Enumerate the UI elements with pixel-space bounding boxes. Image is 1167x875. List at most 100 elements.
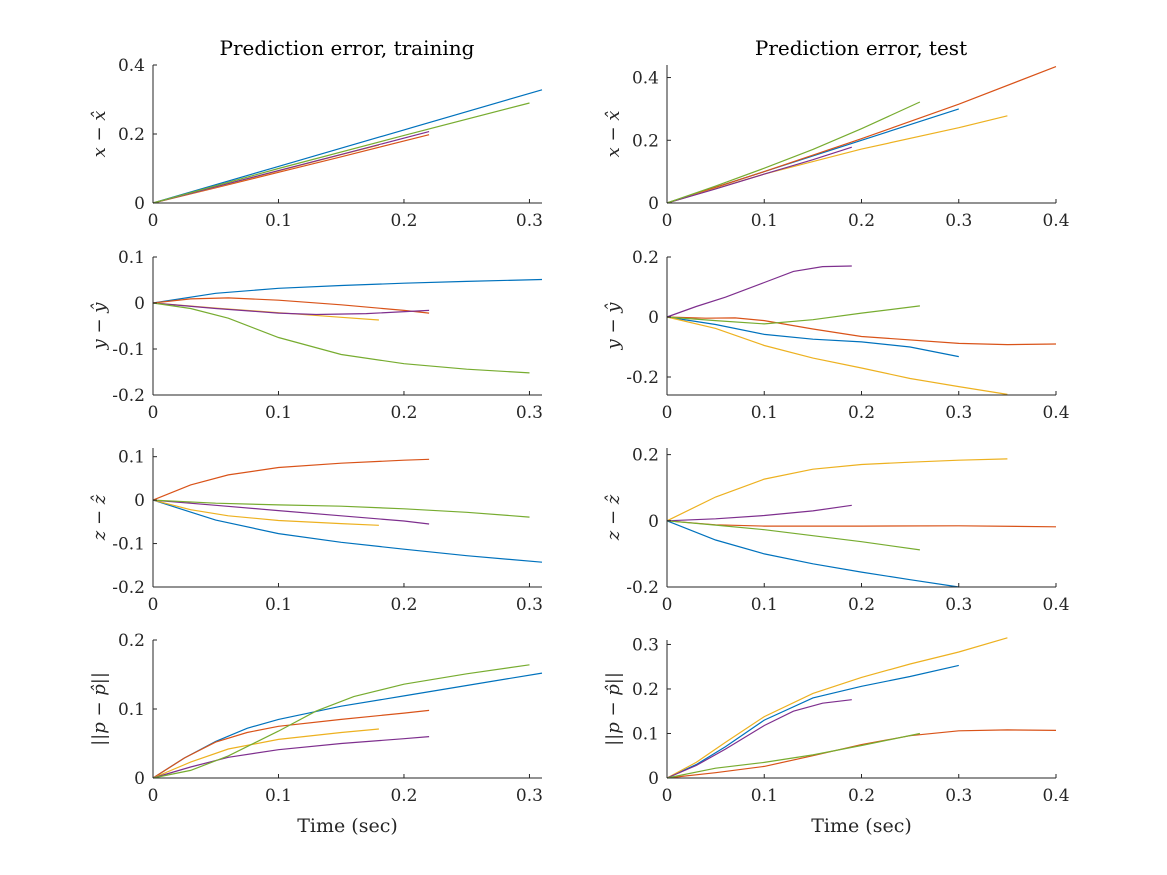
- series-line-1: [152, 278, 543, 304]
- subplot-test-z: 0 0.1 0.2 0.3 0.4-0.200.2z − ẑ: [603, 446, 1070, 615]
- y-tick-label: 0: [648, 308, 659, 328]
- series-line-3: [152, 728, 379, 779]
- x-tick-label: 0.3: [945, 403, 972, 423]
- y-tick-label: 0.1: [632, 724, 659, 744]
- y-axis-label: z − ẑ: [89, 494, 110, 541]
- x-tick-label: 0.1: [265, 786, 292, 806]
- y-tick-label: -0.1: [112, 535, 145, 555]
- series-line-4: [666, 504, 852, 522]
- x-tick-label: 0: [662, 211, 673, 231]
- x-tick-label: 0: [148, 786, 159, 806]
- x-tick-label: 0.1: [265, 211, 292, 231]
- x-tick-label: 0.1: [751, 211, 778, 231]
- series-line-1: [666, 664, 959, 779]
- x-tick-label: 0.3: [516, 403, 543, 423]
- series-line-4: [152, 736, 430, 779]
- x-tick-label: 0: [662, 595, 673, 615]
- series-line-5: [666, 520, 920, 551]
- series-line-2: [152, 458, 430, 501]
- y-axis-label: z − ẑ: [603, 494, 624, 541]
- series-line-4: [666, 265, 852, 318]
- x-tick-label: 0.3: [516, 211, 543, 231]
- x-tick-label: 0.3: [945, 211, 972, 231]
- subplot-test-norm: 0 0.1 0.2 0.3 0.4 0 0.1 0.2 0.3 ||p − p̂|| Time (s…: [603, 635, 1070, 837]
- x-tick-label: 0.2: [390, 403, 417, 423]
- y-tick-label: 0.2: [632, 680, 659, 700]
- series-line-1: [666, 316, 959, 358]
- x-axis-label: Time (sec): [811, 815, 912, 837]
- y-tick-label: 0: [134, 294, 145, 314]
- y-tick-label: 0.4: [632, 69, 659, 89]
- x-tick-label: 0.3: [945, 786, 972, 806]
- x-tick-label: 0.2: [390, 786, 417, 806]
- y-axis-label: x − x̂: [89, 111, 110, 158]
- x-tick-label: 0.4: [1042, 403, 1069, 423]
- y-axis-label: y − ŷ: [89, 302, 110, 351]
- y-tick-label: -0.2: [626, 368, 659, 388]
- y-tick-label: 0.1: [118, 448, 145, 468]
- x-tick-label: 0.2: [390, 595, 417, 615]
- y-tick-label: 0: [134, 769, 145, 789]
- subplot-test-y: 0 0.1 0.2 0.3 0.4-0.200.2y − ŷ: [603, 248, 1070, 423]
- y-tick-label: 0.2: [118, 125, 145, 145]
- y-tick-label: 0: [134, 194, 145, 214]
- y-axis-label: y − ŷ: [603, 302, 624, 351]
- series-line-3: [666, 115, 1008, 204]
- y-axis-label: ||p − p̂||: [603, 672, 624, 746]
- y-tick-label: 0.3: [632, 635, 659, 655]
- x-tick-label: 0: [148, 403, 159, 423]
- x-tick-label: 0.1: [265, 403, 292, 423]
- series-line-3: [666, 316, 1008, 395]
- x-tick-label: 0.3: [516, 786, 543, 806]
- x-tick-label: 0.4: [1042, 786, 1069, 806]
- x-tick-label: 0.2: [848, 786, 875, 806]
- x-tick-label: 0.3: [516, 595, 543, 615]
- subplot-training-x: 0 0.1 0.2 0.3 0 0.2 0.4 x − x̂: [89, 56, 543, 231]
- x-tick-label: 0.2: [848, 403, 875, 423]
- series-line-4: [152, 302, 430, 316]
- x-tick-label: 0.1: [751, 403, 778, 423]
- y-tick-label: 0.2: [632, 248, 659, 268]
- series-line-4: [152, 499, 430, 525]
- y-tick-label: 0: [648, 512, 659, 532]
- y-axis-label: ||p − p̂||: [89, 672, 110, 746]
- series-line-2: [666, 66, 1057, 204]
- y-tick-label: 0: [648, 194, 659, 214]
- series-line-5: [152, 102, 530, 204]
- x-tick-label: 0.4: [1042, 595, 1069, 615]
- series-line-4: [666, 146, 852, 204]
- x-tick-label: 0: [662, 786, 673, 806]
- y-tick-label: -0.2: [112, 578, 145, 598]
- y-tick-label: 0.2: [632, 131, 659, 151]
- y-tick-label: 0: [648, 769, 659, 789]
- series-line-3: [152, 499, 379, 526]
- y-tick-label: -0.2: [626, 578, 659, 598]
- x-tick-label: 0.1: [751, 595, 778, 615]
- subplot-training-norm: 0 0.1 0.2 0.3 0 0.1 0.2 ||p − p̂|| Time (sec): [89, 631, 543, 837]
- series-line-1: [152, 499, 543, 563]
- column-title-test: Prediction error, test: [755, 36, 967, 60]
- series-line-1: [152, 89, 543, 204]
- series-line-3: [666, 458, 1008, 522]
- y-tick-label: 0.1: [118, 248, 145, 268]
- y-tick-label: 0: [134, 491, 145, 511]
- x-tick-label: 0.2: [848, 211, 875, 231]
- x-tick-label: 0: [148, 595, 159, 615]
- y-tick-label: 0.4: [118, 56, 145, 76]
- subplot-test-x: 0 0.1 0.2 0.3 0.4 0 0.2 0.4 x − x̂: [603, 65, 1070, 231]
- y-tick-label: 0.2: [632, 446, 659, 466]
- series-line-5: [666, 732, 921, 779]
- series-line-2: [666, 316, 1057, 346]
- y-tick-label: -0.1: [112, 340, 145, 360]
- y-axis-label: x − x̂: [603, 111, 624, 158]
- series-line-5: [152, 302, 530, 374]
- y-tick-label: -0.2: [112, 386, 145, 406]
- series-line-5: [666, 305, 920, 325]
- x-tick-label: 0.2: [390, 211, 417, 231]
- series-line-3: [666, 637, 1008, 779]
- x-tick-label: 0.1: [265, 595, 292, 615]
- x-tick-label: 0: [148, 211, 159, 231]
- series-line-5: [152, 664, 530, 779]
- x-tick-label: 0.3: [945, 595, 972, 615]
